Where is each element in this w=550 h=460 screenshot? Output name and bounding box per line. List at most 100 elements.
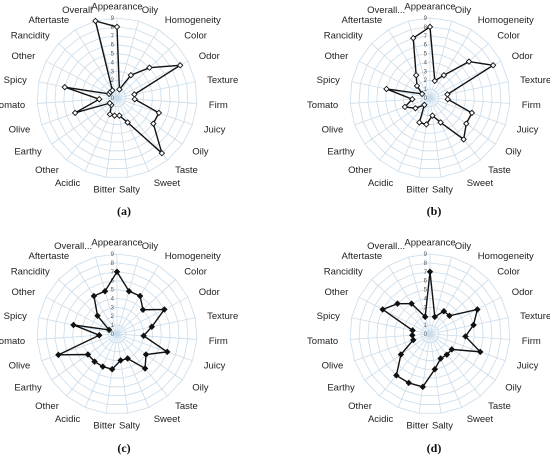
grid-spoke	[429, 333, 463, 408]
data-point	[401, 103, 409, 111]
data-point	[431, 313, 439, 321]
category-label: Taste	[175, 165, 198, 176]
tick-label: 4	[111, 60, 115, 66]
tick-label: 0	[111, 332, 115, 338]
data-point	[127, 71, 135, 79]
tick-label: 4	[111, 296, 115, 302]
series-line	[58, 270, 170, 371]
data-point	[468, 109, 476, 117]
grid-ring	[367, 271, 493, 397]
category-label: Other	[325, 51, 349, 62]
category-label: Oily	[455, 241, 472, 252]
grid-ring	[358, 262, 502, 405]
tick-label: 6	[424, 43, 428, 49]
data-point	[101, 287, 109, 295]
data-point	[431, 77, 439, 85]
data-point	[111, 112, 118, 119]
radar-chart-a: 0123456789AppearanceOilyHomogeneityColor…	[0, 2, 238, 219]
data-point	[421, 101, 428, 109]
data-point	[71, 109, 79, 117]
data-point	[409, 331, 416, 339]
grid-spoke	[429, 333, 510, 340]
tick-label: 9	[111, 252, 115, 258]
grid-spoke	[51, 97, 118, 145]
grid-spoke	[429, 279, 489, 335]
category-label: Acidic	[55, 414, 81, 425]
category-label: Other	[35, 401, 59, 412]
tick-label: 7	[111, 270, 115, 276]
data-point	[410, 336, 417, 344]
grid-spoke	[418, 97, 431, 178]
data-point	[460, 136, 467, 143]
data-point	[465, 58, 473, 65]
panel-label: (d)	[427, 441, 442, 455]
grid-ring	[72, 53, 162, 143]
grid-spoke	[116, 29, 159, 99]
grid-spoke	[364, 97, 431, 145]
data-point	[124, 355, 131, 362]
tick-label: 8	[424, 25, 428, 31]
data-point	[440, 71, 448, 79]
category-label: Texture	[520, 75, 550, 86]
tick-label: 2	[111, 314, 115, 320]
category-label: Rancidity	[11, 31, 50, 42]
grid-spoke	[429, 29, 472, 99]
grid-spoke	[116, 333, 193, 362]
grid-spoke	[116, 279, 176, 335]
data-point	[158, 149, 166, 157]
tick-label: 5	[111, 288, 115, 294]
grid-ring	[367, 35, 493, 161]
data-point	[113, 23, 121, 31]
category-label: Sweet	[154, 414, 181, 425]
grid-spoke	[41, 333, 118, 362]
category-label: Bitter	[406, 185, 428, 196]
category-label: Salty	[119, 185, 140, 196]
grid-spoke	[429, 81, 509, 99]
category-label: Appearance	[91, 238, 142, 249]
category-label: Overall...	[367, 5, 405, 16]
data-point	[148, 323, 156, 331]
tick-label: 3	[111, 305, 115, 311]
data-point	[117, 357, 124, 364]
category-label: Other	[12, 51, 36, 62]
category-label: Firm	[209, 100, 228, 111]
category-label: Spicy	[317, 311, 340, 322]
grid-spoke	[397, 97, 431, 172]
grid-spoke	[116, 43, 176, 99]
grid-spoke	[116, 256, 139, 335]
data-point	[139, 306, 147, 313]
data-point	[109, 87, 116, 94]
data-point	[413, 82, 421, 90]
tick-label: 1	[111, 323, 115, 329]
category-label: Acidic	[55, 178, 81, 189]
grid-spoke	[379, 97, 431, 161]
data-point	[113, 268, 121, 276]
series-line	[381, 271, 483, 388]
grid-ring	[81, 62, 153, 134]
grid-spoke	[37, 97, 118, 104]
data-point	[55, 351, 62, 359]
data-point	[421, 313, 429, 321]
grid-spoke	[354, 333, 431, 362]
data-point	[84, 351, 92, 358]
grid-spoke	[429, 333, 481, 397]
category-label: Bitter	[93, 185, 115, 196]
category-label: Homogeneity	[478, 251, 534, 262]
data-point	[124, 119, 131, 126]
data-point	[418, 90, 426, 98]
grid-spoke	[354, 97, 431, 126]
category-label: Earthy	[14, 383, 42, 394]
radar-chart-d: 0123456789AppearanceOilyHomogeneityColor…	[307, 238, 550, 456]
data-point	[446, 312, 453, 320]
category-label: Tomato	[0, 336, 25, 347]
data-point	[116, 112, 123, 119]
tick-label: 8	[424, 261, 428, 267]
data-point	[161, 306, 168, 313]
tick-label: 8	[111, 25, 115, 31]
grid-spoke	[388, 265, 431, 335]
data-point	[90, 292, 98, 300]
grid-spoke	[38, 81, 118, 99]
tick-label: 0	[424, 96, 428, 102]
grid-ring	[81, 298, 153, 370]
